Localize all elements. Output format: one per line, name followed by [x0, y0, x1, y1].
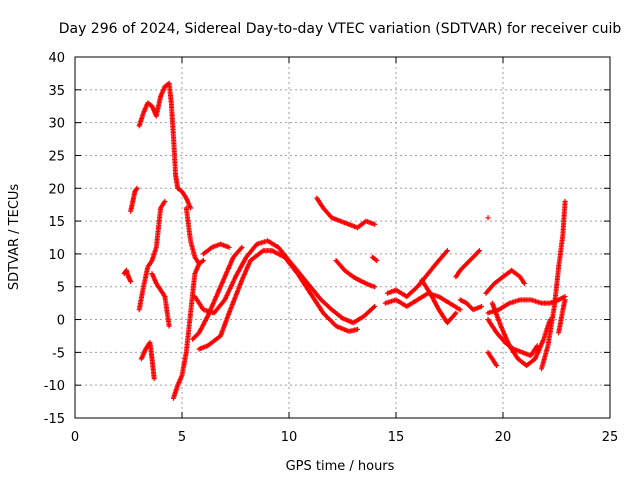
series-arc-16 [370, 254, 380, 263]
series-arc-2 [128, 185, 140, 214]
y-tick-label: 15 [48, 215, 65, 230]
data-point [444, 248, 450, 254]
y-tick-label: -15 [44, 412, 65, 427]
data-point [166, 323, 172, 329]
series-arc-14 [314, 195, 378, 231]
y-tick-label: 20 [48, 182, 65, 197]
data-point [374, 257, 380, 263]
chart-title: Day 296 of 2024, Sidereal Day-to-day VTE… [59, 21, 622, 37]
data-point [453, 310, 459, 316]
series-arc-11 [196, 248, 360, 352]
data-point [188, 205, 194, 211]
data-point [476, 248, 482, 254]
data-point [372, 303, 378, 309]
data-point [151, 376, 157, 382]
series-arc-4 [175, 185, 194, 211]
data-point [457, 307, 463, 313]
y-tick-label: -10 [44, 379, 65, 394]
x-tick-label: 20 [495, 430, 512, 445]
series-arc-17 [382, 290, 463, 313]
x-tick-label: 25 [602, 430, 619, 445]
y-tick-label: 35 [48, 84, 65, 99]
series-arc-20 [453, 248, 482, 280]
series-arc-12 [190, 244, 245, 342]
x-tick-label: 15 [388, 430, 405, 445]
y-tick-label: 5 [57, 281, 65, 296]
data-point [485, 215, 491, 221]
series-arc-10 [192, 238, 378, 326]
data-point [226, 244, 232, 250]
y-tick-label: 30 [48, 117, 65, 132]
series-arc-15 [333, 258, 378, 290]
data-point [534, 343, 540, 349]
series-arc-22 [485, 215, 491, 221]
series-arc-29 [556, 297, 568, 336]
data-point [162, 198, 168, 204]
data-point [200, 257, 206, 263]
data-point [521, 280, 527, 286]
series-arc-21 [457, 297, 485, 313]
data-point [373, 257, 379, 263]
y-tick-label: -5 [52, 346, 65, 361]
y-axis-label: SDTVAR / TECUs [7, 184, 22, 291]
y-tick-label: 10 [48, 248, 65, 263]
series-arc-26 [485, 317, 540, 359]
series-arc-13 [200, 241, 232, 257]
data-point [372, 284, 378, 290]
series-arc-23 [483, 267, 527, 296]
data-point [372, 221, 378, 227]
y-tick-label: 40 [48, 51, 65, 66]
data-point [562, 198, 568, 204]
series-arc-9 [183, 205, 206, 267]
series-arc-7 [149, 271, 172, 329]
series-arc-5 [136, 198, 168, 313]
series-arc-19 [419, 277, 459, 326]
series-arc-8 [170, 261, 202, 401]
x-tick-label: 5 [178, 430, 186, 445]
x-tick-label: 10 [281, 430, 298, 445]
data-point [239, 244, 245, 250]
series-arc-28 [539, 198, 568, 372]
x-axis-label: GPS time / hours [286, 459, 395, 474]
data-point [479, 303, 485, 309]
series-arc-1 [121, 267, 134, 284]
data-point [134, 185, 140, 191]
series-arc-6 [138, 340, 157, 382]
series-arc-18 [384, 248, 450, 300]
series-arc-27 [485, 349, 500, 368]
plot-frame [74, 56, 611, 419]
data-point [562, 297, 568, 303]
y-tick-label: 25 [48, 149, 65, 164]
y-tick-label: 0 [57, 314, 65, 329]
x-tick-label: 0 [71, 430, 79, 445]
data-point [494, 362, 500, 368]
data-point [238, 245, 244, 251]
data-point [354, 326, 360, 332]
series-arc-3 [136, 80, 181, 191]
data-points [121, 80, 568, 401]
data-point [128, 278, 134, 284]
axis-ticks: 0 5 10 15 20 25 -15 -10 -5 0 5 10 15 20 25 30 35 40 [44, 51, 619, 445]
